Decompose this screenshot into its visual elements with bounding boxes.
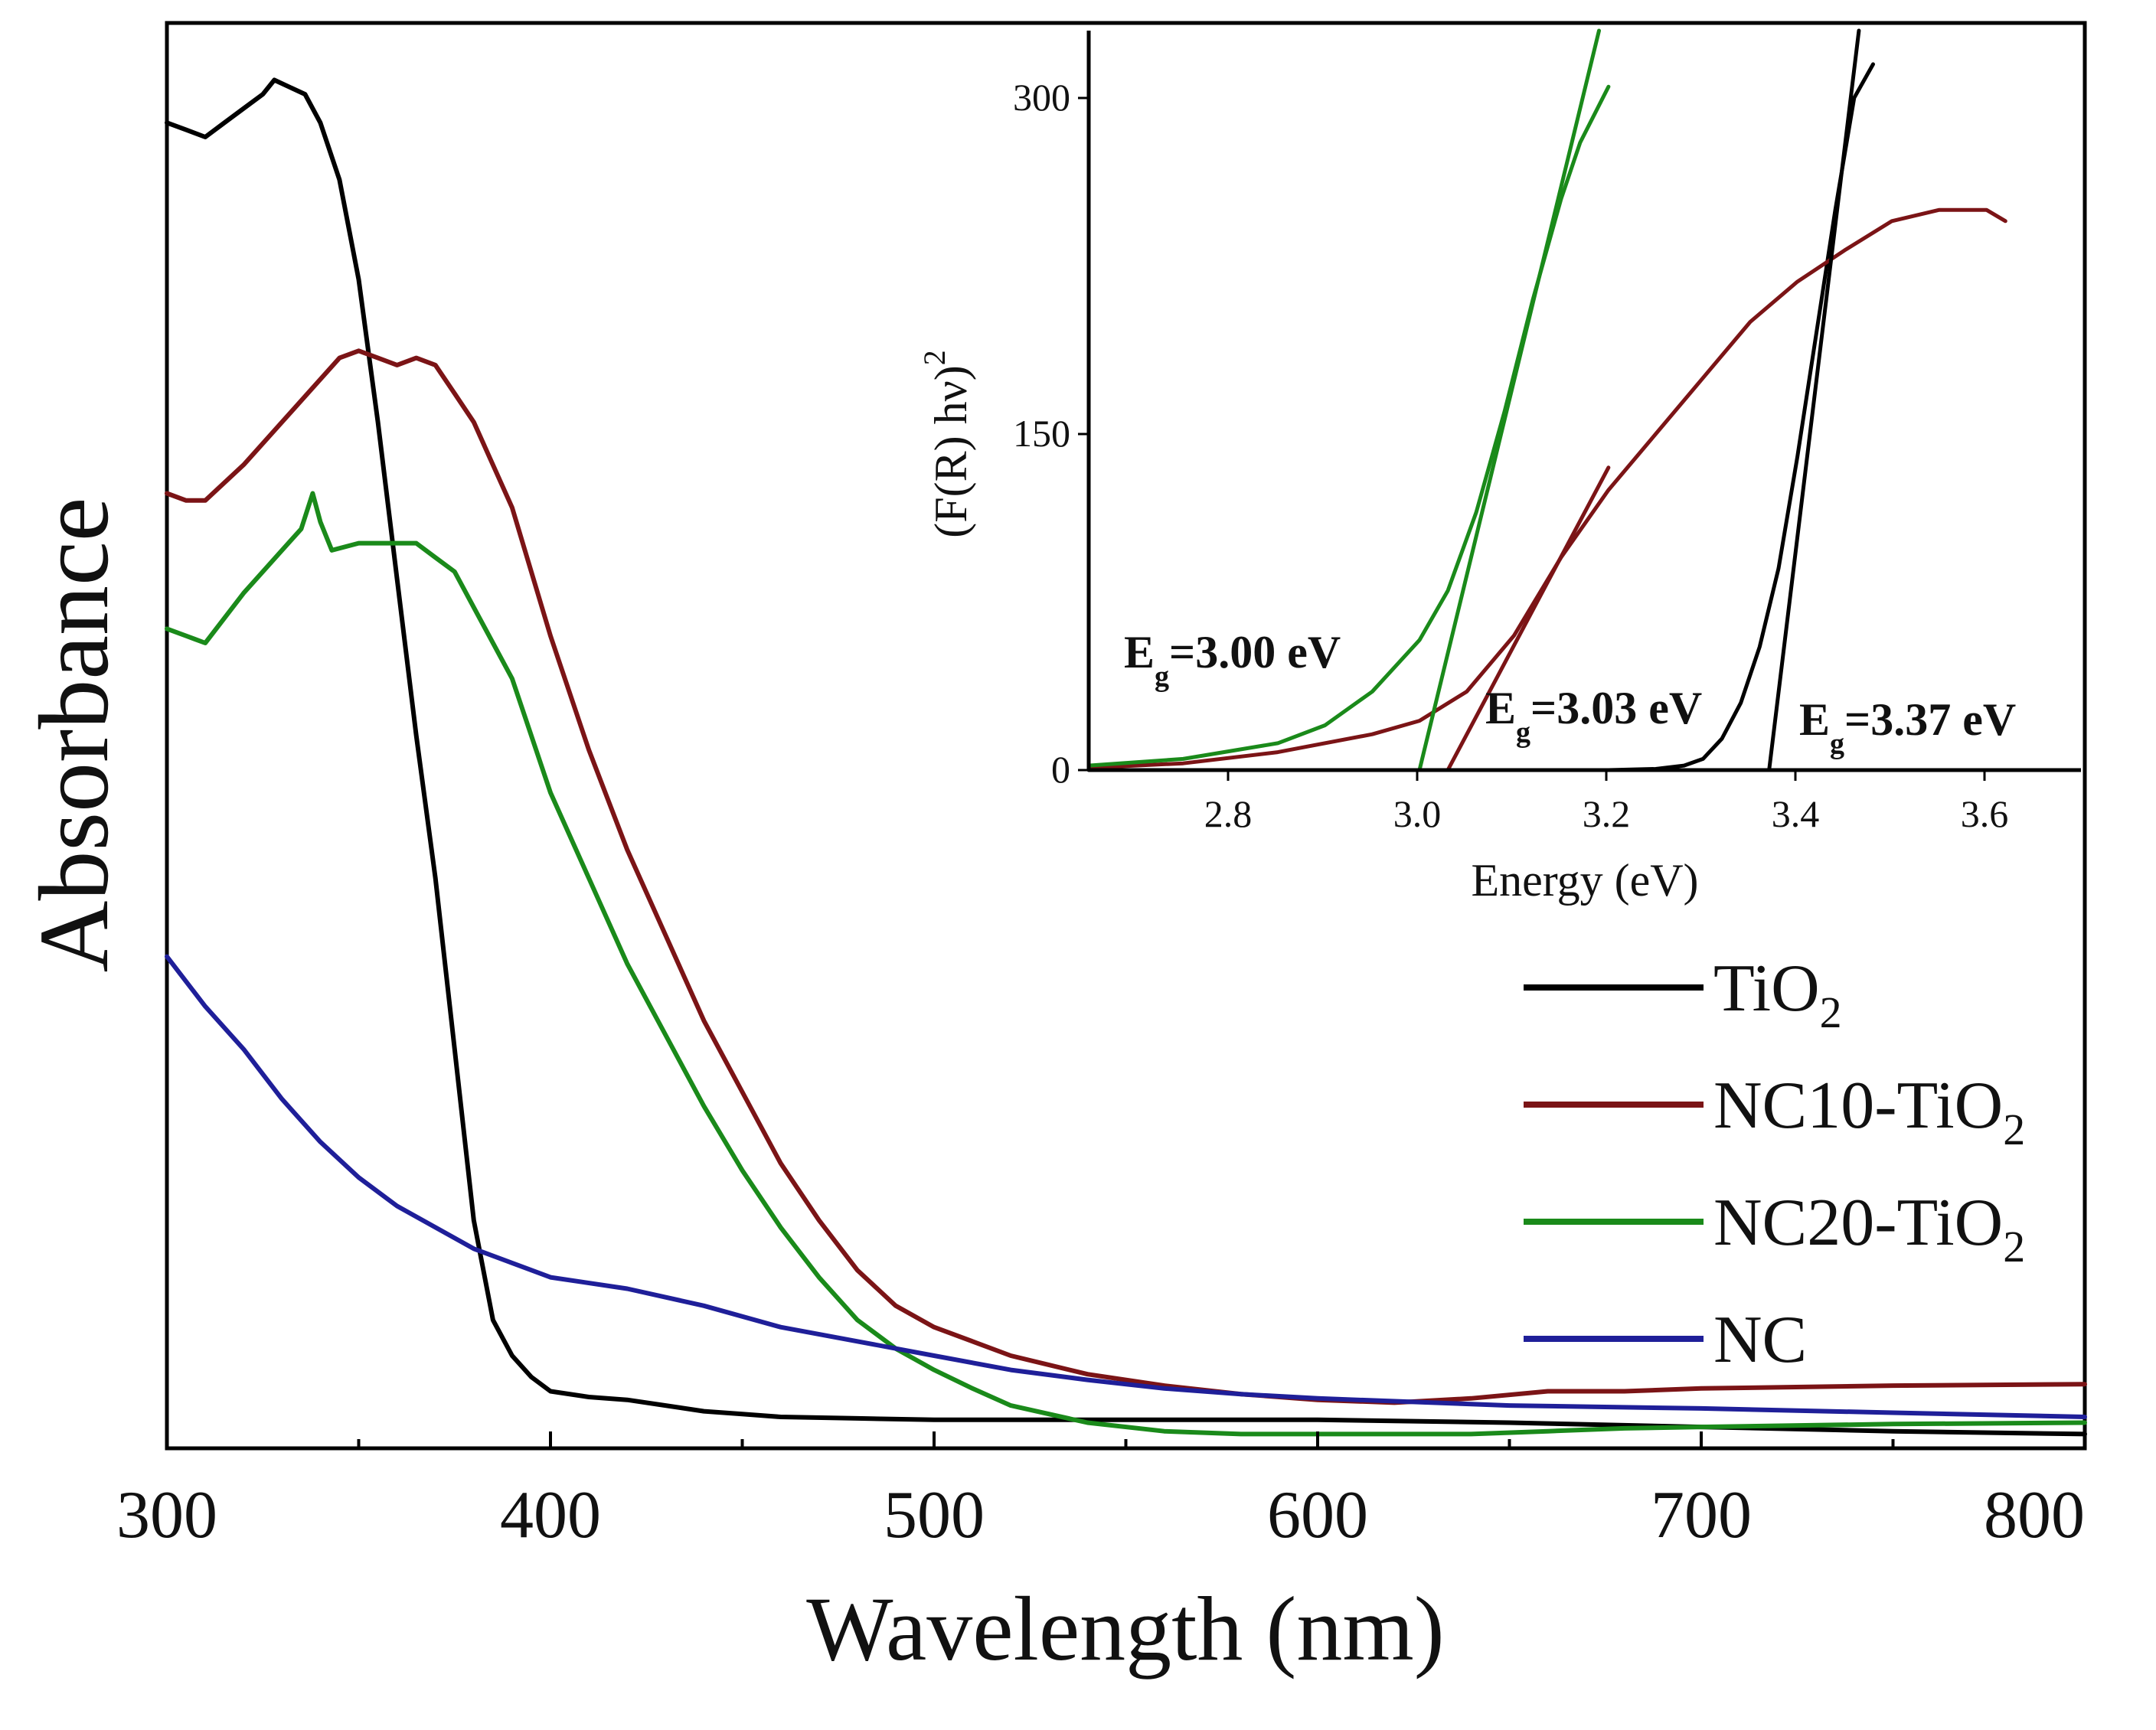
inset-y-tick-label-300: 300 <box>1013 76 1070 119</box>
bandgap-label-tio2: Eg=3.37 eV <box>1799 694 2016 760</box>
legend-label-nc: NC <box>1713 1303 1807 1377</box>
inset-annotations: Eg=3.00 eV Eg=3.03 eV Eg=3.37 eV <box>1124 627 2016 760</box>
inset-y-tick-label-150: 150 <box>1013 412 1070 455</box>
x-tick-label-800: 800 <box>1984 1478 2085 1552</box>
main-x-tick-labels: 300 400 500 600 700 800 <box>116 1478 2085 1552</box>
inset-y-tick-labels: 0 150 300 <box>1013 76 1070 791</box>
bandgap-label-nc20-tio2: Eg=3.00 eV <box>1124 627 1341 693</box>
inset-series-nc20-tio2 <box>1086 84 1611 768</box>
x-tick-label-600: 600 <box>1267 1478 1368 1552</box>
inset-chart: 0 150 300 2.8 3.0 3.2 3.4 3.6 Energy (eV… <box>917 28 2081 906</box>
main-x-ticks <box>165 1431 2086 1448</box>
inset-fits-group <box>1417 28 1861 772</box>
bandgap-label-nc10-tio2: Eg=3.03 eV <box>1485 683 1702 749</box>
inset-y-tick-label-0: 0 <box>1051 748 1070 791</box>
inset-x-tick-label-3.6: 3.6 <box>1961 792 2009 835</box>
inset-series-nc10-tio2 <box>1086 207 2007 770</box>
inset-background <box>1087 28 2075 770</box>
x-tick-label-500: 500 <box>884 1478 985 1552</box>
inset-nc10-tio2-fit-line <box>1446 465 1611 772</box>
x-tick-label-700: 700 <box>1651 1478 1752 1552</box>
inset-x-axis-label: Energy (eV) <box>1471 855 1698 906</box>
inset-y-axis-label: (F(R) hν)2 <box>917 350 976 537</box>
legend-label-nc10-tio2: NC10-TiO2 <box>1713 1069 2025 1154</box>
inset-y-ticks <box>1078 96 1089 772</box>
inset-x-tick-label-3.0: 3.0 <box>1393 792 1442 835</box>
x-tick-label-300: 300 <box>116 1478 217 1552</box>
legend-label-nc20-tio2: NC20-TiO2 <box>1713 1186 2025 1271</box>
main-chart: 300 400 500 600 700 800 Wavelength (nm) … <box>19 21 2087 1679</box>
x-axis-label: Wavelength (nm) <box>806 1578 1444 1679</box>
inset-x-ticks <box>1227 770 1986 781</box>
inset-x-tick-label-3.2: 3.2 <box>1583 792 1631 835</box>
legend-label-tio2: TiO2 <box>1713 952 1842 1037</box>
inset-nc20-tio2-fit-line <box>1417 28 1602 772</box>
main-series-nc <box>165 954 2087 1419</box>
y-axis-label: Absorbance <box>19 498 129 973</box>
legend: TiO2 NC10-TiO2 NC20-TiO2 NC <box>1524 952 2025 1377</box>
x-tick-label-400: 400 <box>500 1478 601 1552</box>
inset-x-tick-label-2.8: 2.8 <box>1204 792 1253 835</box>
main-series-group <box>165 77 2087 1437</box>
main-series-tio2 <box>165 77 2087 1437</box>
inset-x-tick-label-3.4: 3.4 <box>1772 792 1820 835</box>
inset-tio2-fit-line <box>1767 28 1861 772</box>
main-series-nc20-tio2 <box>165 491 2087 1437</box>
inset-x-tick-labels: 2.8 3.0 3.2 3.4 3.6 <box>1204 792 2009 835</box>
